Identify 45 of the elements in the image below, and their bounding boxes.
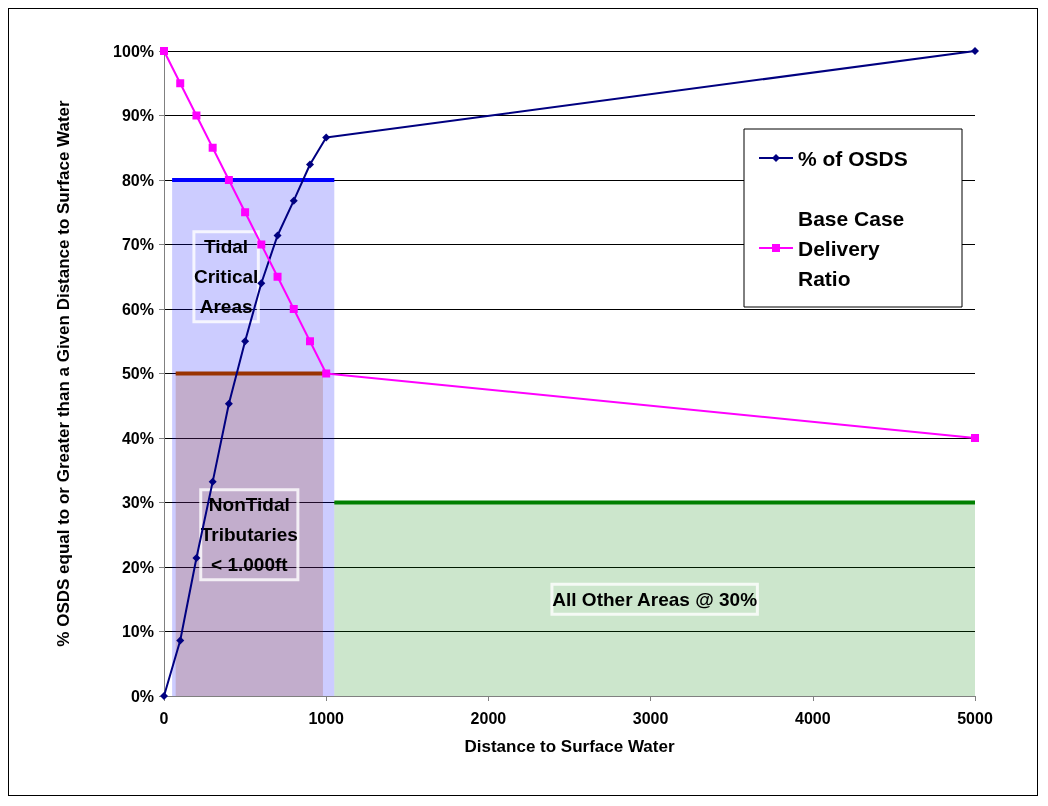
y-tick-label: 90%: [121, 107, 154, 124]
x-tick-label: 0: [159, 709, 169, 727]
y-axis-title: % OSDS equal to or Greater than a Given Distance to Surface Water: [53, 99, 73, 647]
point: [971, 434, 979, 442]
x-tick-label: 2000: [470, 709, 507, 727]
point: [305, 337, 314, 346]
point: [257, 240, 266, 249]
y-tick-label: 20%: [121, 558, 154, 576]
point: [241, 208, 250, 217]
y-tick-label: 10%: [121, 623, 154, 640]
point: [322, 369, 331, 378]
point: [176, 79, 185, 88]
x-axis-title: Distance to Surface Water: [464, 737, 675, 756]
point: [289, 196, 298, 205]
point: [241, 337, 250, 346]
point: [971, 47, 979, 55]
point: [208, 477, 217, 486]
x-tick-label: 5000: [957, 709, 993, 727]
x-tick-label: 4000: [795, 709, 831, 727]
y-tick-label: 0%: [130, 687, 154, 705]
point: [176, 636, 185, 645]
point: [224, 176, 233, 184]
y-tick-label: 80%: [121, 171, 154, 189]
point: [289, 305, 298, 313]
point: [224, 399, 233, 408]
y-tick-label: 40%: [121, 429, 154, 447]
point: [192, 553, 201, 562]
point: [192, 111, 201, 120]
x-tick-label: 1000: [308, 709, 345, 727]
y-tick-label: 30%: [121, 494, 154, 511]
point: [208, 143, 217, 152]
point: [160, 47, 168, 55]
y-tick-label: 100%: [113, 42, 154, 60]
y-tick-label: 50%: [121, 365, 154, 382]
x-tick-label: 3000: [632, 709, 669, 727]
legend-label: Base Case Delivery Ratio: [798, 206, 905, 290]
y-tick-label: 60%: [121, 300, 154, 318]
point: [273, 231, 282, 240]
y-tick-label: 70%: [121, 236, 154, 253]
legend-label: % of OSDS: [798, 146, 908, 170]
point: [322, 133, 331, 142]
point: [305, 160, 314, 169]
annotation: All Other Areas @ 30%: [552, 588, 758, 610]
point: [273, 272, 282, 281]
point: [257, 279, 266, 288]
